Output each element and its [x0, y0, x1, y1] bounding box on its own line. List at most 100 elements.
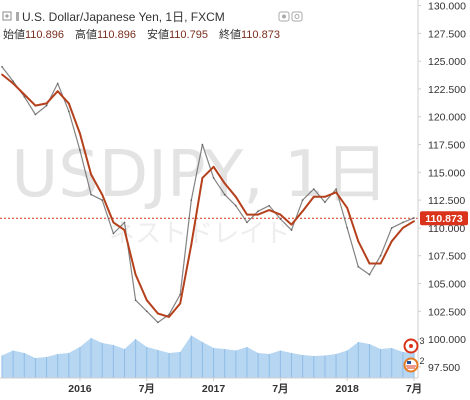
- ma-point: [257, 213, 259, 216]
- price-point: [324, 201, 326, 204]
- price-point: [257, 210, 259, 212]
- price-point: [379, 254, 382, 257]
- event-badge-1-center: [409, 344, 413, 348]
- ohlc-value-0: 110.896: [25, 29, 64, 41]
- price-point: [90, 193, 92, 196]
- y-tick-label: 127.500: [428, 28, 466, 40]
- ohlc-1: 高値110.896: [75, 27, 136, 41]
- price-point: [223, 193, 226, 196]
- ma-point: [67, 102, 70, 105]
- ma-point: [45, 102, 48, 105]
- event-badge-2[interactable]: 2: [403, 356, 425, 373]
- ohlc-label-3: 終値: [219, 27, 241, 41]
- y-tick-label: 130.000: [428, 1, 466, 13]
- ma-point: [123, 229, 126, 232]
- ma-point: [301, 210, 304, 213]
- price-point: [190, 199, 193, 201]
- series-layer: [1, 65, 415, 324]
- price-point: [201, 143, 204, 146]
- price-line: [1, 66, 415, 323]
- ohlc-2: 安値110.795: [147, 27, 208, 41]
- ohlc-value-3: 110.873: [241, 29, 280, 41]
- price-point: [402, 221, 404, 224]
- y-tick-label: 120.000: [428, 112, 466, 124]
- price-badge: 110.873: [420, 211, 468, 226]
- x-tick-label: 2018: [336, 383, 360, 395]
- ma-point: [402, 227, 404, 229]
- y-tick-label: 105.000: [428, 279, 466, 291]
- chart-header: U.S. Dollar/Japanese Yen, 1日, FXCM 始値110…: [2, 10, 303, 41]
- ma-point: [246, 213, 248, 216]
- ma-point: [145, 299, 148, 302]
- price-point: [123, 221, 126, 224]
- event-badge-1[interactable]: 3: [403, 336, 425, 354]
- ma-point: [101, 193, 104, 196]
- visibility-icon-dot: [282, 14, 286, 19]
- price-badge-box: [420, 211, 468, 226]
- ma-point: [157, 312, 159, 315]
- flag-icon: [403, 357, 419, 373]
- watermark-symbol: USDJPY, 1日: [11, 138, 388, 212]
- expand-icon[interactable]: [2, 11, 12, 21]
- ma-point: [268, 209, 271, 212]
- price-point: [79, 149, 81, 151]
- ma-point: [368, 262, 371, 265]
- price-point: [146, 310, 148, 313]
- price-point: [134, 299, 137, 302]
- settings-icon-dot: [294, 14, 300, 19]
- price-point: [157, 321, 159, 324]
- settings-icon[interactable]: [291, 11, 303, 22]
- price-point: [246, 221, 248, 224]
- price-point: [68, 110, 70, 112]
- ma-point: [312, 195, 315, 198]
- ma-point: [112, 221, 115, 224]
- ma-point: [168, 316, 170, 318]
- ohlc-3: 終値110.873: [219, 27, 280, 41]
- x-tick-label: 7月: [406, 383, 422, 395]
- ma-point: [1, 73, 3, 76]
- ohlc-label-2: 安値: [147, 27, 169, 41]
- watermark-subtitle: ネストドレイド: [109, 219, 291, 249]
- y-tick-label: 110.000: [428, 223, 465, 235]
- ohlc-value-1: 110.896: [97, 29, 136, 41]
- ma-point: [23, 93, 26, 96]
- ma-point: [357, 240, 360, 243]
- price-point: [301, 199, 304, 201]
- ohlc-row: 始値110.896 高値110.896 安値110.795 終値110.873: [3, 27, 280, 41]
- ma-point: [79, 132, 81, 135]
- y-axis: 97.500 100.000 102.500 105.000 107.500 110.00…: [418, 1, 466, 374]
- ma-point: [279, 213, 282, 216]
- price-point: [112, 232, 115, 235]
- price-point: [12, 80, 14, 82]
- x-axis: 2016 7月 2017 7月 2018 7月: [68, 378, 422, 395]
- ohlc-label-1: 高値: [75, 27, 97, 41]
- price-point: [290, 229, 293, 231]
- ma-point: [190, 243, 193, 246]
- symbol-color-icon: [16, 12, 19, 21]
- event-badge-2-count: 2: [419, 356, 424, 366]
- volume-area-fill: [2, 335, 414, 378]
- price-point: [335, 188, 337, 190]
- price-point: [346, 227, 349, 229]
- ma-point: [234, 195, 237, 198]
- x-tick-label: 2017: [202, 383, 226, 395]
- chart-title: U.S. Dollar/Japanese Yen, 1日, FXCM: [22, 10, 225, 24]
- price-point: [1, 65, 3, 68]
- price-point: [368, 273, 371, 276]
- ma-point: [12, 82, 15, 85]
- price-point: [45, 104, 48, 107]
- y-tick-label: 117.500: [428, 140, 465, 152]
- ma-point: [56, 90, 59, 93]
- ma-point: [346, 207, 349, 209]
- x-tick-label: 7月: [272, 383, 288, 395]
- price-point: [313, 188, 315, 190]
- event-badge-1-count: 3: [419, 336, 424, 346]
- price-point: [56, 82, 59, 85]
- price-point: [235, 204, 237, 207]
- ohlc-0: 始値110.896: [3, 27, 64, 41]
- y-tick-label: 112.500: [428, 195, 465, 207]
- ma-point: [324, 195, 326, 198]
- y-tick-label: 107.500: [428, 251, 466, 263]
- price-point: [179, 293, 181, 296]
